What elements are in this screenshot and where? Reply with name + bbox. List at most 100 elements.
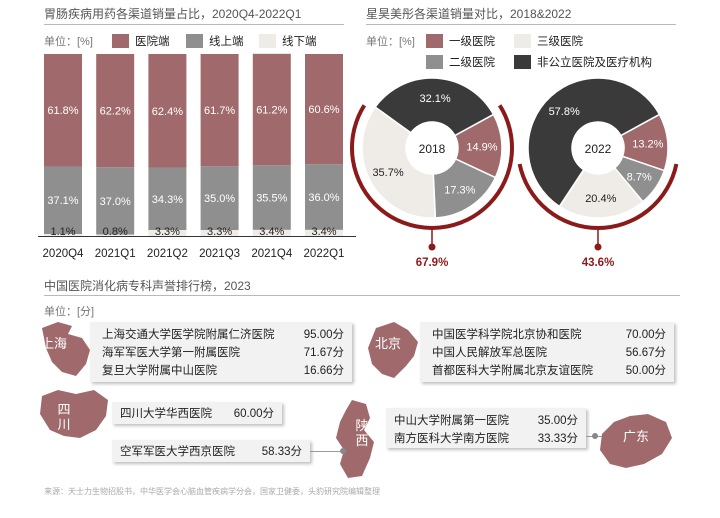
hospital-score: 71.67分 <box>303 347 344 359</box>
x-tick-label: 2020Q4 <box>43 248 85 260</box>
hospital-name: 四川大学华西医院 <box>120 408 212 420</box>
x-tick-label: 2022Q1 <box>304 248 345 260</box>
hospital-score: 70.00分 <box>625 329 666 341</box>
bar-线上端 <box>44 166 82 234</box>
legend-item-online: 线上端 <box>186 33 244 49</box>
hospital-score: 16.66分 <box>303 365 344 377</box>
list-item: 四川大学华西医院 60.00分 <box>112 404 282 422</box>
bar-value-label: 36.0% <box>308 192 339 204</box>
donut-chart-unit: 单位：[%] <box>366 36 415 48</box>
guangdong-map-icon <box>600 414 672 468</box>
bar-医院端 <box>96 54 135 168</box>
bar-线上端 <box>148 167 187 230</box>
highlight-label: 67.9% <box>416 257 449 269</box>
source-note: 来源：天士力生物招股书，中华医学会心脑血管疾病学分会，国家卫健委，头豹研究院编辑… <box>44 487 380 496</box>
sichuan-label: 四川 <box>57 402 71 432</box>
hospital-name: 中山大学附属第一医院 <box>394 415 509 427</box>
x-tick-label: 2021Q4 <box>251 248 293 260</box>
guangdong-label: 广东 <box>622 429 649 444</box>
bar-医院端 <box>200 54 239 167</box>
hospital-name: 海军军医大学第一附属医院 <box>102 347 240 359</box>
donut-center-label: 2018 <box>419 142 446 156</box>
donut-hole <box>406 122 458 174</box>
ranking-unit: 单位：[分] <box>44 306 95 318</box>
list-item: 中国医学科学院北京协和医院 70.00分 <box>420 325 674 343</box>
hospital-score: 58.33分 <box>261 446 302 458</box>
list-item: 空军军医大学西京医院 58.33分 <box>112 442 310 460</box>
donut-slice-label: 32.1% <box>420 93 451 105</box>
stacked-chart-unit: 单位：[%] <box>44 36 93 48</box>
legend-label-level3: 三级医院 <box>537 36 583 48</box>
legend-swatch-level2 <box>426 55 443 69</box>
bar-线上端 <box>252 165 291 230</box>
bar-线上端 <box>305 164 343 230</box>
x-tick-label: 2021Q1 <box>95 248 136 260</box>
shaanxi-leader-dot <box>340 448 346 454</box>
bar-医院端 <box>44 54 82 167</box>
bar-线下端 <box>44 233 82 236</box>
donut-slice-label: 20.4% <box>585 193 616 205</box>
donut-chart-rule <box>366 24 676 25</box>
highlight-arc <box>517 163 679 230</box>
list-item: 南方医科大学南方医院 33.33分 <box>386 429 586 447</box>
bar-value-label: 3.4% <box>311 226 336 238</box>
bar-value-label: 35.5% <box>256 193 287 205</box>
legend-swatch-hospital <box>112 34 129 48</box>
donut-center-label: 2022 <box>585 142 612 156</box>
sichuan-map-icon <box>40 390 108 438</box>
donut-slice <box>527 77 661 208</box>
legend-swatch-online <box>186 34 203 48</box>
bar-线下端 <box>148 229 187 236</box>
shaanxi-leader-line <box>310 451 344 452</box>
guangdong-leader-dot <box>592 433 598 439</box>
list-item: 复旦大学附属中山医院 16.66分 <box>90 361 352 379</box>
hospital-score: 60.00分 <box>233 408 274 420</box>
bar-医院端 <box>148 54 187 168</box>
stacked-chart-rule <box>44 24 344 25</box>
legend-swatch-private <box>514 55 531 69</box>
stacked-chart-title: 胃肠疾病用药各渠道销量占比，2020Q4-2022Q1 <box>44 7 302 21</box>
legend-swatch-level1 <box>426 34 443 48</box>
hospital-name: 中国人民解放军总医院 <box>432 347 547 359</box>
legend-item-level2: 二级医院 <box>426 54 495 70</box>
bar-value-label: 3.3% <box>207 226 232 238</box>
hospital-name: 中国医学科学院北京协和医院 <box>432 329 582 341</box>
legend-item-level1: 一级医院 <box>426 33 495 49</box>
shanghai-hospital-box: 上海交通大学医学院附属仁济医院 95.00分 海军军医大学第一附属医院 71.6… <box>90 322 352 382</box>
bar-value-label: 34.3% <box>152 194 183 206</box>
donut-slice-label: 14.9% <box>466 141 497 153</box>
bar-线下端 <box>96 234 135 236</box>
stacked-bar-chart: 37.1% 61.8% 1.1% 2020Q4 37.0% 62.2% 0.8% 2021Q1… <box>38 53 356 260</box>
legend-item-level3: 三级医院 <box>514 33 583 49</box>
bar-value-label: 61.2% <box>256 105 287 117</box>
beijing-hospital-box: 中国医学科学院北京协和医院 70.00分 中国人民解放军总医院 56.67分 首… <box>420 322 674 382</box>
legend-label-hospital: 医院端 <box>135 36 170 48</box>
bar-value-label: 3.3% <box>155 226 180 238</box>
bar-value-label: 60.6% <box>308 104 339 116</box>
legend-label-private: 非公立医院及医疗机构 <box>537 57 652 69</box>
guangdong-hospital-box: 中山大学附属第一医院 35.00分 南方医科大学南方医院 33.33分 <box>386 408 586 448</box>
legend-label-level1: 一级医院 <box>449 36 495 48</box>
bar-value-label: 0.8% <box>103 226 128 238</box>
donut-chart-title: 星昊美彤各渠道销量对比，2018&2022 <box>366 7 572 21</box>
hospital-name: 上海交通大学医学院附属仁济医院 <box>102 329 275 341</box>
donut-slice-label: 17.3% <box>444 185 475 197</box>
bar-value-label: 1.1% <box>50 226 75 238</box>
bar-value-label: 62.4% <box>152 106 183 118</box>
bar-医院端 <box>252 53 291 166</box>
beijing-map-icon <box>368 322 418 378</box>
bar-value-label: 61.8% <box>47 105 78 117</box>
hospital-name: 复旦大学附属中山医院 <box>102 365 217 377</box>
bar-线上端 <box>200 166 239 230</box>
donut-slice-label: 57.8% <box>549 106 580 118</box>
shaanxi-map-icon <box>336 400 374 478</box>
sichuan-hospital-box: 四川大学华西医院 60.00分 <box>112 402 282 424</box>
donut-hole <box>572 122 624 174</box>
x-tick-label: 2021Q3 <box>199 248 240 260</box>
ranking-rule <box>44 295 680 296</box>
shanghai-map-icon <box>42 322 90 376</box>
hospital-score: 35.00分 <box>537 415 578 427</box>
highlight-label: 43.6% <box>582 257 615 269</box>
donut-charts: 67.9% 14.9% 17.3% 35.7% 32.1% 2018 43.6% 13.2% 8… <box>350 77 679 269</box>
donut-slice-label: 35.7% <box>372 167 403 179</box>
